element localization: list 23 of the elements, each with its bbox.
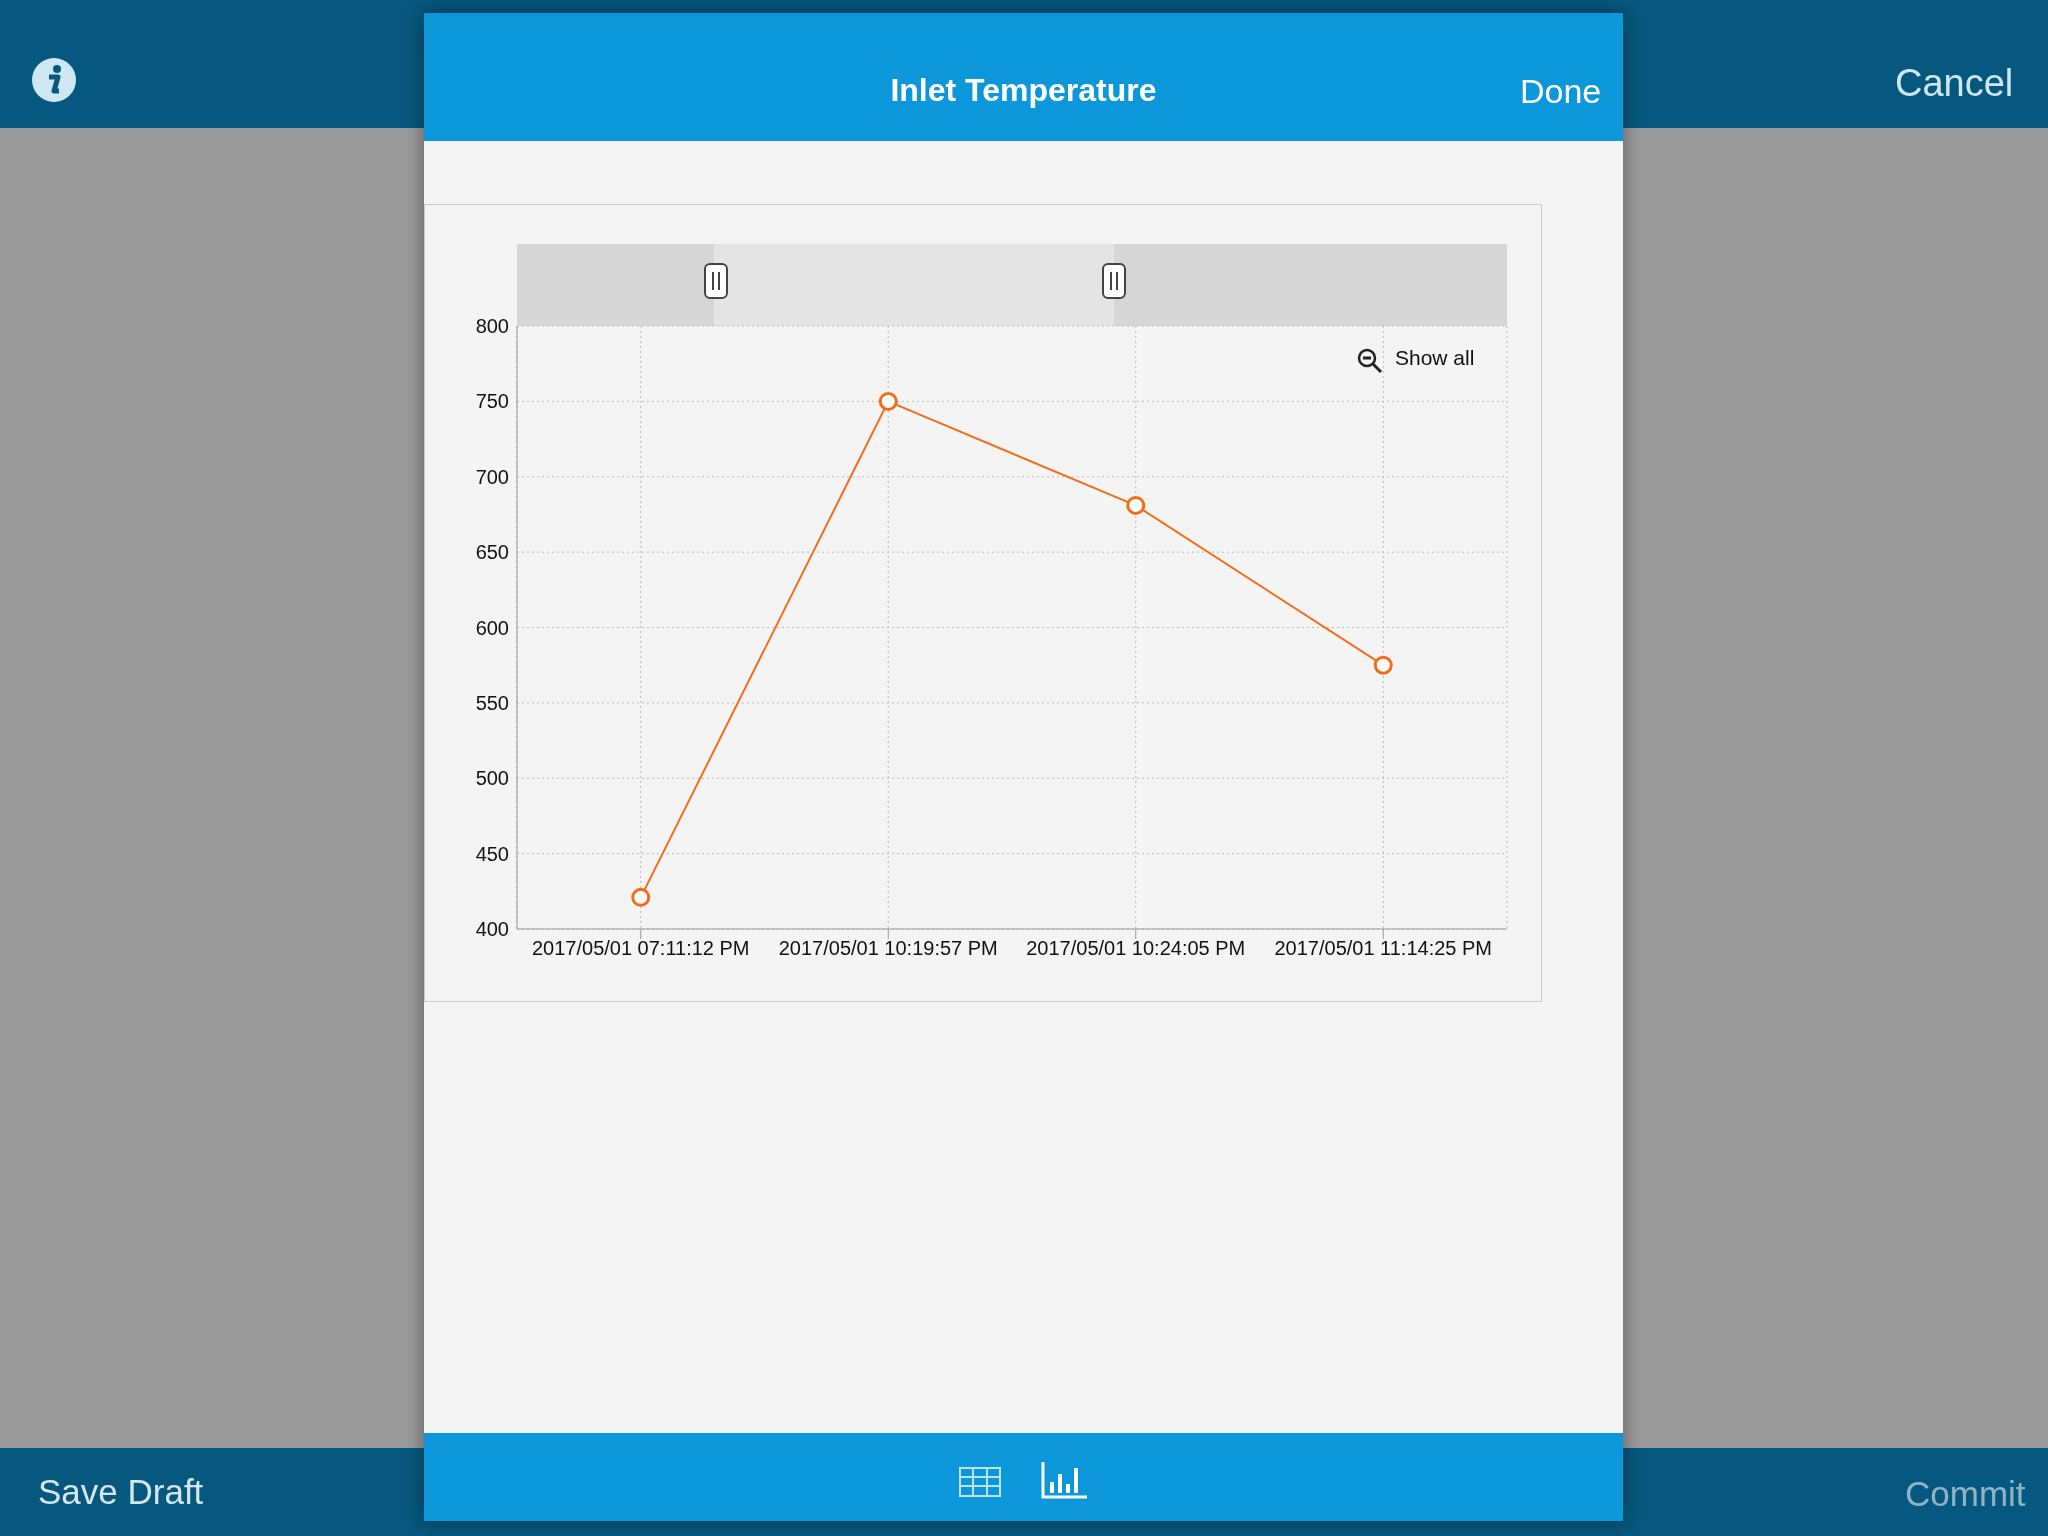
y-tick-label: 600 (475, 616, 509, 639)
y-tick-label: 800 (475, 315, 509, 338)
point (1126, 495, 1146, 515)
text: Cancel (1895, 62, 2014, 105)
y-tick-label: 400 (475, 918, 509, 941)
x-tick-label: 2017/05/01 07:11:12 PM (531, 937, 750, 960)
y-tick-label: 500 (475, 767, 509, 790)
chart-title: Inlet Temperature (890, 72, 1157, 108)
point (1373, 655, 1393, 675)
x-tick-label: 2017/05/01 10:24:05 PM (1026, 937, 1246, 960)
point (631, 887, 651, 907)
annotation: Show all (1395, 346, 1475, 370)
y-tick-label: 650 (475, 541, 509, 564)
text: Save Draft (38, 1472, 204, 1512)
y-tick-label: 750 (475, 390, 509, 413)
text: Commit (1905, 1474, 2026, 1514)
x-tick-label: 2017/05/01 11:14:25 PM (1274, 937, 1493, 960)
point (878, 391, 898, 411)
y-tick-label: 550 (475, 691, 509, 714)
text: Done (1520, 72, 1602, 111)
y-tick-label: 700 (475, 465, 509, 488)
y-tick-label: 450 (475, 842, 509, 865)
x-tick-label: 2017/05/01 10:19:57 PM (778, 937, 998, 960)
